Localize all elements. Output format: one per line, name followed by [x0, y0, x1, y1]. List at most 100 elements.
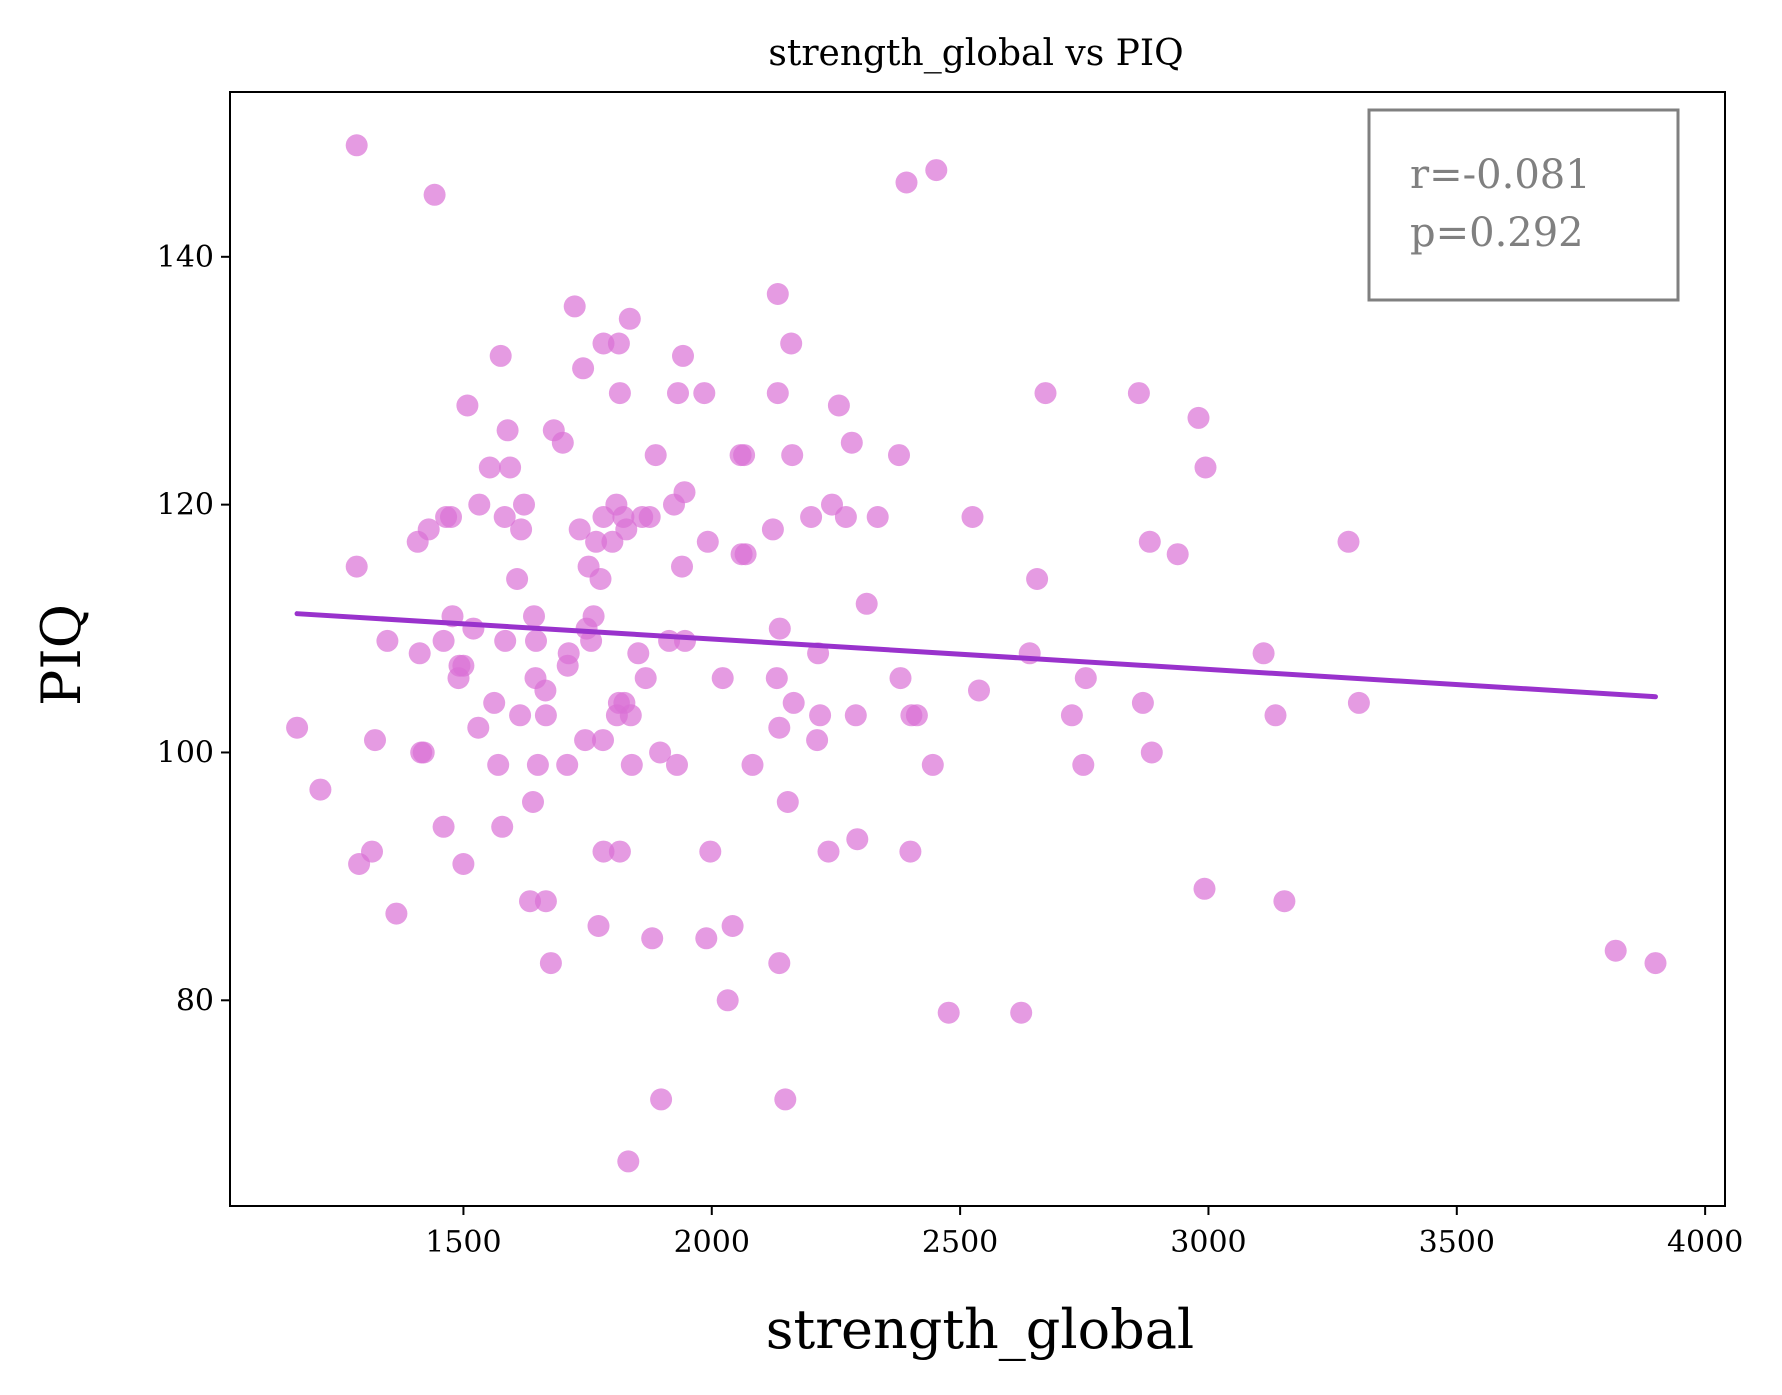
- data-point: [491, 815, 514, 838]
- data-point: [417, 518, 440, 541]
- data-point: [551, 431, 574, 454]
- data-point: [721, 915, 744, 937]
- data-point: [452, 853, 475, 875]
- data-point: [1034, 382, 1057, 405]
- data-point: [467, 716, 490, 739]
- data-point: [620, 753, 643, 776]
- data-point: [1604, 939, 1627, 962]
- data-point: [1644, 952, 1667, 975]
- data-point: [638, 506, 661, 528]
- data-point: [937, 1001, 960, 1024]
- data-point: [695, 927, 718, 950]
- data-point: [774, 1088, 797, 1111]
- data-point: [592, 840, 615, 863]
- data-point: [618, 307, 641, 330]
- data-point: [580, 629, 603, 652]
- data-point: [510, 518, 533, 541]
- data-point: [855, 592, 878, 615]
- data-point: [462, 617, 485, 640]
- data-point: [526, 753, 549, 776]
- data-point: [432, 815, 455, 838]
- data-point: [585, 530, 608, 553]
- x-axis-label: strength_global: [766, 1298, 1194, 1361]
- data-point: [572, 357, 595, 380]
- stats-r-value: r=-0.081: [1410, 152, 1591, 198]
- data-point: [432, 629, 455, 652]
- data-point: [734, 543, 757, 566]
- data-point: [834, 506, 857, 528]
- fit-line: [294, 611, 1658, 700]
- data-point: [768, 617, 791, 640]
- x-axis-ticks: 1500 2000 2500 3000 3500 4000: [425, 1206, 1743, 1260]
- data-point: [478, 456, 501, 479]
- data-point: [840, 431, 863, 454]
- data-point: [817, 840, 840, 863]
- data-point: [699, 840, 722, 863]
- data-point: [615, 518, 638, 541]
- data-point: [487, 753, 510, 776]
- data-point: [592, 729, 614, 752]
- data-point: [844, 704, 867, 727]
- data-point: [408, 642, 431, 665]
- data-point: [452, 654, 475, 677]
- stats-box-frame: [1367, 108, 1680, 302]
- data-point: [534, 679, 557, 702]
- data-point: [961, 506, 984, 528]
- data-point: [809, 704, 832, 727]
- x-tick-label: 3500: [1419, 1225, 1495, 1260]
- data-point: [1127, 382, 1150, 405]
- data-point: [608, 382, 631, 405]
- y-axis-ticks: 80 100 120 140: [157, 240, 230, 1018]
- data-point: [519, 890, 541, 913]
- data-point: [1252, 642, 1275, 665]
- data-point: [968, 679, 990, 702]
- x-tick-label: 4000: [1667, 1225, 1743, 1260]
- data-point: [674, 629, 696, 652]
- data-point: [1194, 456, 1217, 479]
- data-point: [589, 568, 612, 590]
- data-point: [866, 506, 889, 528]
- data-point: [385, 902, 408, 925]
- data-point: [496, 419, 519, 442]
- data-point: [423, 183, 446, 206]
- x-tick-label: 2500: [922, 1225, 998, 1260]
- data-point: [1347, 691, 1370, 714]
- data-point: [592, 332, 615, 355]
- data-point: [905, 704, 928, 727]
- data-point: [634, 667, 657, 690]
- data-point: [1060, 704, 1083, 727]
- data-point: [899, 840, 922, 863]
- data-point: [765, 667, 788, 690]
- data-point: [494, 629, 517, 652]
- data-point: [506, 568, 529, 590]
- data-point: [539, 952, 562, 975]
- data-point: [895, 171, 918, 194]
- data-point: [1131, 691, 1154, 714]
- data-point: [522, 791, 544, 813]
- data-point: [582, 605, 605, 628]
- data-point: [761, 518, 784, 541]
- data-point: [696, 530, 719, 553]
- data-point: [1337, 530, 1360, 553]
- data-point: [888, 444, 910, 467]
- data-point: [673, 481, 696, 504]
- data-point: [711, 667, 734, 690]
- points-layer: [286, 134, 1667, 1173]
- data-point: [509, 704, 532, 727]
- data-point: [499, 456, 522, 479]
- y-tick-label: 100: [157, 735, 214, 770]
- data-point: [776, 791, 799, 813]
- data-point: [693, 382, 716, 405]
- data-point: [376, 629, 399, 652]
- data-point: [649, 741, 672, 764]
- data-point: [846, 828, 869, 851]
- data-point: [672, 344, 694, 367]
- data-point: [345, 555, 368, 578]
- data-point: [483, 691, 506, 714]
- data-point: [286, 716, 309, 739]
- data-point: [456, 394, 479, 417]
- x-tick-label: 2000: [674, 1225, 750, 1260]
- data-point: [523, 605, 545, 628]
- data-point: [587, 915, 610, 937]
